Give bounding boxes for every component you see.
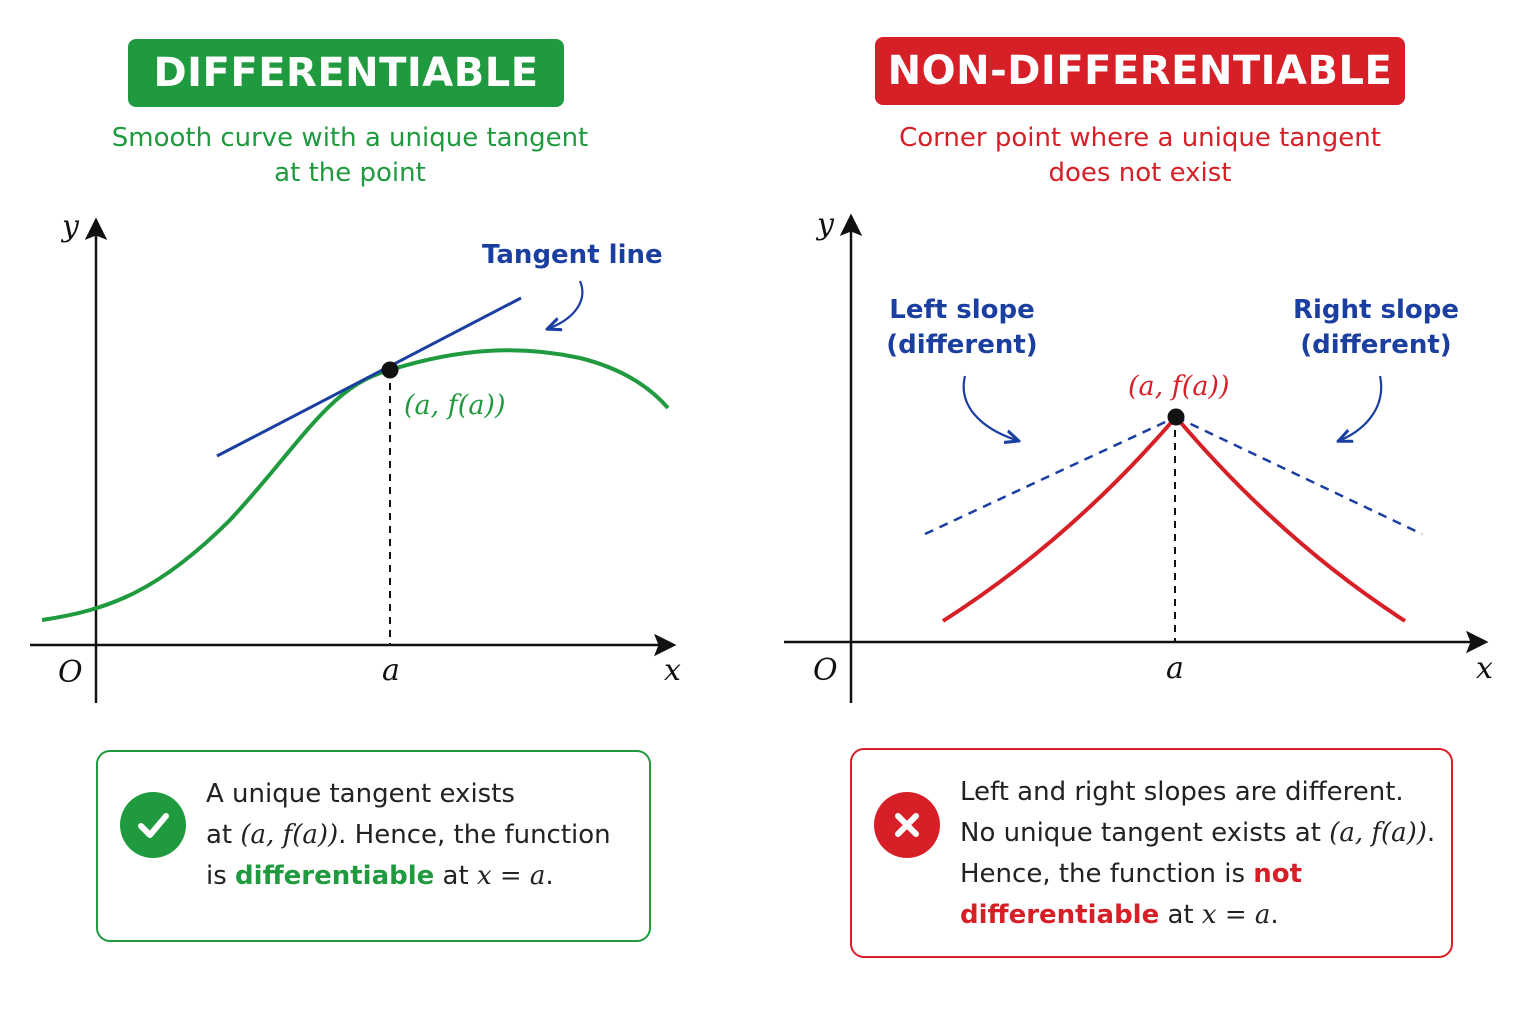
differentiable-badge: DIFFERENTIABLE — [128, 39, 564, 107]
differentiable-emphasis: differentiable — [235, 861, 435, 891]
non-differentiable-conclusion-text: Left and right slopes are different. No … — [960, 772, 1450, 936]
left-subtitle-line1: Smooth curve with a unique tangent — [111, 123, 589, 153]
left-x-label: x — [664, 653, 681, 688]
not-emphasis: not — [1253, 859, 1303, 889]
corner-point-label: (a, f(a)) — [1128, 371, 1230, 402]
left-origin-label: O — [58, 655, 83, 690]
corner-curve-right — [1174, 415, 1407, 623]
left-subtitle: Smooth curve with a unique tangent at th… — [80, 121, 620, 191]
left-slope-label-line1: Left slope — [889, 295, 1035, 325]
left-slope-pointer-arrow — [962, 375, 1016, 440]
differentiable-conclusion-card: A unique tangent exists at (a, f(a)). He… — [96, 750, 651, 942]
check-icon — [120, 792, 186, 858]
left-point — [381, 361, 399, 379]
left-a-tick-label: a — [382, 653, 400, 688]
left-point-label: (a, f(a)) — [404, 390, 506, 421]
right-card-line2-b: . — [1426, 818, 1436, 848]
left-card-x-eq-a: x = a — [476, 861, 546, 891]
right-x-label: x — [1476, 651, 1493, 686]
left-card-line3-end: . — [545, 861, 554, 891]
left-card-point-math: (a, f(a)) — [240, 820, 339, 850]
left-card-line2-a: at — [206, 820, 241, 850]
differentiable-emphasis-red: differentiable — [960, 900, 1160, 930]
tangent-line-label: Tangent line — [482, 240, 663, 270]
tangent-line — [216, 296, 522, 458]
right-subtitle-line2: does not exist — [1048, 158, 1232, 188]
right-slope-label-line2: (different) — [1300, 330, 1451, 360]
right-card-line1: Left and right slopes are different. — [960, 777, 1404, 807]
differentiable-conclusion-text: A unique tangent exists at (a, f(a)). He… — [206, 774, 646, 897]
right-subtitle-line1: Corner point where a unique tangent — [899, 123, 1381, 153]
right-origin-label: O — [813, 653, 838, 688]
right-card-line3-a: Hence, the function is — [960, 859, 1254, 889]
smooth-curve — [41, 348, 670, 622]
non-differentiable-conclusion-card: Left and right slopes are different. No … — [850, 748, 1453, 958]
right-y-label: y — [815, 207, 835, 242]
cross-icon — [874, 792, 940, 858]
non-differentiable-badge: NON-DIFFERENTIABLE — [875, 37, 1405, 105]
right-card-line4-end: . — [1270, 900, 1279, 930]
left-slope-label-line2: (different) — [886, 330, 1037, 360]
left-card-line3-a: is — [206, 861, 236, 891]
left-diagram: y x O a (a, f(a)) Tangent line — [30, 209, 681, 703]
left-card-line2-b: . Hence, the function — [338, 820, 611, 850]
right-card-line4-b: at — [1159, 900, 1202, 930]
left-card-line1: A unique tangent exists — [206, 779, 515, 809]
right-card-point-math: (a, f(a)) — [1329, 818, 1427, 848]
right-slope-label-line1: Right slope — [1293, 295, 1459, 325]
left-y-label: y — [60, 209, 80, 244]
left-slope-dashed-line — [924, 415, 1177, 536]
right-card-x-eq-a: x = a — [1201, 900, 1271, 930]
right-slope-dashed-line — [1175, 415, 1423, 536]
right-a-tick-label: a — [1166, 651, 1184, 686]
right-slope-pointer-arrow — [1341, 375, 1383, 440]
corner-point — [1167, 408, 1185, 426]
tangent-pointer-arrow — [550, 280, 584, 328]
right-diagram: y x O a (a, f(a)) Left slope (different)… — [784, 207, 1493, 703]
right-subtitle: Corner point where a unique tangent does… — [860, 121, 1420, 191]
left-subtitle-line2: at the point — [274, 158, 426, 188]
corner-curve-left — [941, 415, 1178, 623]
left-card-line3-b: at — [434, 861, 477, 891]
right-card-line2-a: No unique tangent exists at — [960, 818, 1330, 848]
